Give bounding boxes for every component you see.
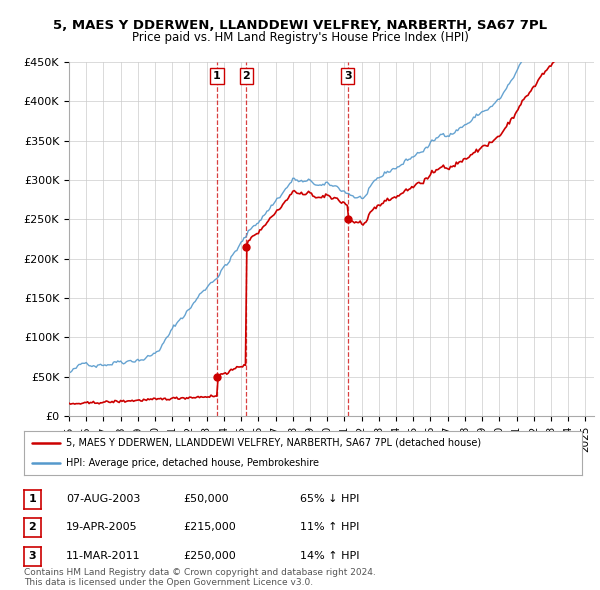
Text: £215,000: £215,000 (183, 522, 236, 532)
Text: HPI: Average price, detached house, Pembrokeshire: HPI: Average price, detached house, Pemb… (66, 458, 319, 468)
Text: 11% ↑ HPI: 11% ↑ HPI (300, 522, 359, 532)
Text: £250,000: £250,000 (183, 551, 236, 560)
Text: 3: 3 (344, 71, 352, 81)
Text: 65% ↓ HPI: 65% ↓ HPI (300, 494, 359, 503)
Text: 19-APR-2005: 19-APR-2005 (66, 522, 137, 532)
Text: 5, MAES Y DDERWEN, LLANDDEWI VELFREY, NARBERTH, SA67 7PL (detached house): 5, MAES Y DDERWEN, LLANDDEWI VELFREY, NA… (66, 438, 481, 448)
Text: Price paid vs. HM Land Registry's House Price Index (HPI): Price paid vs. HM Land Registry's House … (131, 31, 469, 44)
Text: 2: 2 (242, 71, 250, 81)
Text: Contains HM Land Registry data © Crown copyright and database right 2024.
This d: Contains HM Land Registry data © Crown c… (24, 568, 376, 587)
Text: 2: 2 (29, 523, 36, 532)
Text: 07-AUG-2003: 07-AUG-2003 (66, 494, 140, 503)
Text: 1: 1 (213, 71, 221, 81)
Text: 11-MAR-2011: 11-MAR-2011 (66, 551, 140, 560)
Text: £50,000: £50,000 (183, 494, 229, 503)
Text: 3: 3 (29, 552, 36, 561)
Text: 14% ↑ HPI: 14% ↑ HPI (300, 551, 359, 560)
Text: 5, MAES Y DDERWEN, LLANDDEWI VELFREY, NARBERTH, SA67 7PL: 5, MAES Y DDERWEN, LLANDDEWI VELFREY, NA… (53, 19, 547, 32)
Text: 1: 1 (29, 494, 36, 504)
